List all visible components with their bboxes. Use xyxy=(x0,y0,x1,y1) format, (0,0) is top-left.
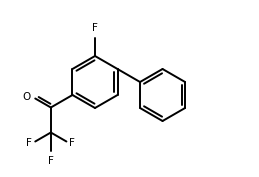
Text: F: F xyxy=(92,23,98,33)
Text: F: F xyxy=(48,156,54,165)
Text: O: O xyxy=(22,92,30,101)
Text: F: F xyxy=(26,138,32,149)
Text: F: F xyxy=(69,138,75,149)
